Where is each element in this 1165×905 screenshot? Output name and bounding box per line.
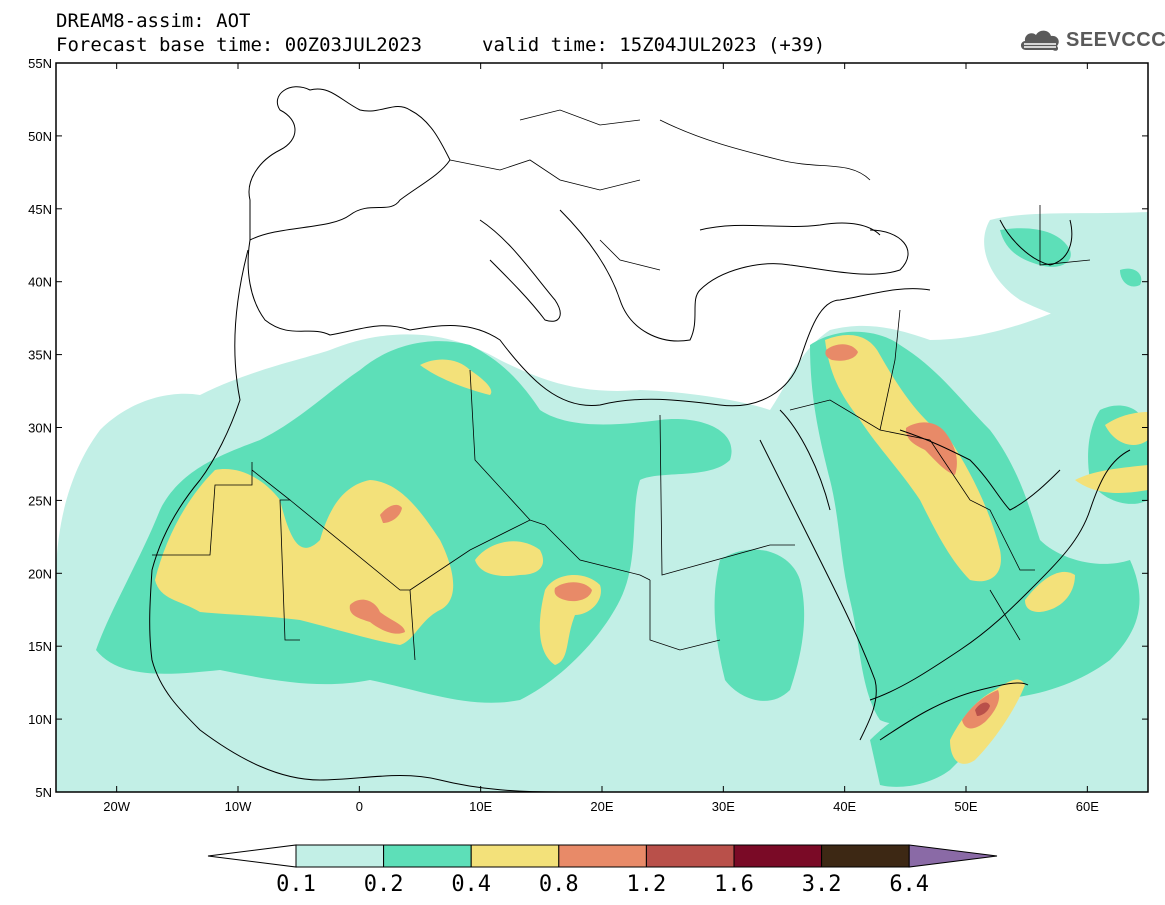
lon-tick-label: 40E	[833, 799, 856, 814]
colorbar-box-1.6-3.2	[733, 844, 823, 868]
lat-tick-label: 40N	[28, 275, 52, 290]
colorbar-label: 0.4	[451, 872, 492, 897]
colorbar-label: 0.1	[276, 872, 316, 897]
seevccc-logo: SEEVCCC	[1018, 26, 1165, 54]
logo-text: SEEVCCC	[1066, 28, 1165, 51]
lat-tick-label: 55N	[28, 56, 52, 71]
colorbar-label: 1.2	[626, 872, 667, 897]
country-borders	[152, 109, 1091, 661]
lat-tick-label: 45N	[28, 202, 52, 217]
lat-tick-label: 5N	[35, 785, 52, 800]
colorbar-label: 6.4	[889, 872, 930, 897]
axis-ticks: 55N 50N 45N 40N 35N 30N 25N 20N 15N 10N 5N 20W 10W 0 1…	[28, 56, 1148, 814]
colorbar-low-arrow	[207, 844, 297, 868]
lon-tick-label: 20E	[590, 799, 613, 814]
lon-tick-label: 10W	[225, 799, 252, 814]
lat-tick-label: 30N	[28, 421, 52, 436]
colorbar-label: 1.6	[714, 872, 754, 897]
colorbar-box-0.4-0.8	[470, 844, 560, 868]
valid-time: valid time: 15Z04JUL2023 (+39)	[482, 34, 826, 56]
lon-tick-label: 30E	[712, 799, 735, 814]
map-title: DREAM8-assim: AOT	[56, 10, 251, 32]
cloud-icon	[1020, 30, 1059, 51]
colorbar-box-0.1-0.2	[295, 844, 385, 868]
lon-tick-label: 10E	[469, 799, 492, 814]
colorbar-label: 0.2	[363, 872, 404, 897]
colorbar-box-0.8-1.2	[558, 844, 647, 868]
lon-tick-label: 0	[356, 799, 363, 814]
aot-field	[56, 86, 1148, 792]
lon-tick-label: 50E	[954, 799, 977, 814]
aot-class-1.2-1.6	[975, 702, 990, 716]
lat-tick-label: 50N	[28, 129, 52, 144]
colorbar-label: 0.8	[538, 872, 579, 897]
coastlines	[149, 86, 1131, 792]
colorbar-label: 3.2	[801, 872, 842, 897]
aot-class-0.4-0.8	[155, 335, 1148, 764]
lat-tick-label: 25N	[28, 493, 52, 508]
colorbar-box-1.2-1.6	[645, 844, 735, 868]
lat-tick-label: 15N	[28, 639, 52, 654]
lat-tick-label: 20N	[28, 566, 52, 581]
colorbar	[207, 844, 998, 868]
colorbar-high-arrow	[908, 844, 998, 868]
lon-tick-label: 20W	[103, 799, 130, 814]
colorbar-box-3.2-6.4	[821, 844, 910, 868]
lat-tick-label: 10N	[28, 712, 52, 727]
lat-tick-label: 35N	[28, 348, 52, 363]
colorbar-box-0.2-0.4	[383, 844, 472, 868]
forecast-base-time: Forecast base time: 00Z03JUL2023	[56, 34, 423, 56]
lon-tick-label: 60E	[1076, 799, 1099, 814]
